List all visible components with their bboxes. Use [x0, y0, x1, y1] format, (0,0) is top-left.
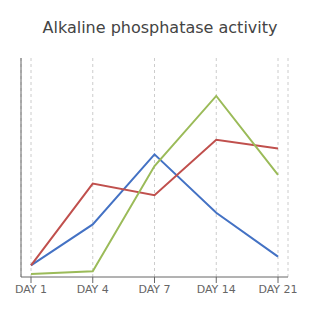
svg-text:DAY 1: DAY 1	[15, 283, 47, 296]
svg-text:DAY 14: DAY 14	[197, 283, 236, 296]
svg-text:DAY 21: DAY 21	[258, 283, 297, 296]
svg-text:DAY 7: DAY 7	[138, 283, 170, 296]
html-text:Alkaline phosphatase activity: Alkaline phosphatase activity	[42, 18, 278, 37]
svg-text:DAY 4: DAY 4	[77, 283, 109, 296]
